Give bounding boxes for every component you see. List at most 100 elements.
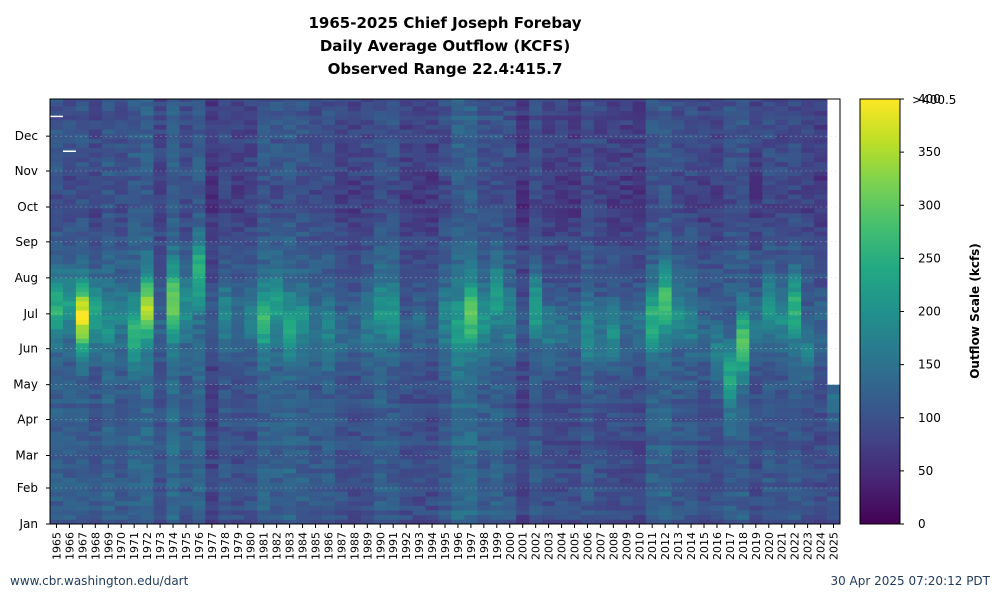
heatmap-cell — [568, 510, 582, 516]
heatmap-cell — [736, 398, 750, 404]
heatmap-cell — [684, 166, 698, 172]
heatmap-cell — [399, 249, 414, 255]
heatmap-cell — [606, 472, 621, 478]
heatmap-cell — [697, 449, 711, 455]
heatmap-cell — [166, 259, 180, 265]
heatmap-cell — [503, 245, 517, 251]
heatmap-cell — [697, 477, 711, 483]
heatmap-cell — [127, 236, 142, 242]
heatmap-cell — [658, 208, 673, 214]
heatmap-cell — [736, 133, 750, 139]
heatmap-cell — [321, 184, 336, 190]
heatmap-cell — [205, 333, 219, 339]
heatmap-cell — [412, 449, 426, 455]
heatmap-cell — [360, 203, 375, 209]
heatmap-cell — [386, 212, 401, 218]
heatmap-cell — [645, 208, 660, 214]
heatmap-cell — [153, 301, 167, 307]
heatmap-cell — [632, 282, 647, 288]
heatmap-cell — [62, 296, 77, 302]
heatmap-cell — [684, 407, 698, 413]
heatmap-cell — [399, 407, 414, 413]
heatmap-cell — [101, 268, 116, 274]
heatmap-cell — [580, 222, 595, 228]
heatmap-cell — [477, 161, 491, 167]
heatmap-cell — [723, 389, 737, 395]
heatmap-cell — [386, 198, 401, 204]
heatmap-cell — [490, 287, 504, 293]
heatmap-cell — [231, 398, 245, 404]
heatmap-cell — [373, 366, 388, 372]
heatmap-cell — [360, 324, 375, 330]
heatmap-cell — [697, 482, 711, 488]
heatmap-cell — [334, 412, 349, 418]
heatmap-cell — [723, 217, 737, 223]
heatmap-cell — [632, 361, 647, 367]
heatmap-cell — [749, 472, 763, 478]
heatmap-cell — [347, 417, 362, 423]
heatmap-cell — [451, 282, 465, 288]
heatmap-cell — [334, 249, 349, 255]
heatmap-cell — [736, 273, 750, 279]
heatmap-cell — [671, 301, 685, 307]
heatmap-cell — [244, 347, 258, 353]
heatmap-cell — [257, 180, 271, 186]
heatmap-cell — [244, 314, 258, 321]
heatmap-cell — [127, 259, 142, 265]
heatmap-cell — [580, 486, 595, 492]
heatmap-cell — [270, 468, 284, 474]
heatmap-cell — [399, 510, 414, 516]
heatmap-cell — [114, 454, 129, 460]
heatmap-cell — [140, 319, 155, 325]
heatmap-cell — [218, 472, 232, 478]
heatmap-cell — [451, 254, 465, 260]
heatmap-cell — [321, 129, 336, 135]
heatmap-cell — [386, 389, 401, 395]
heatmap-cell — [88, 282, 103, 288]
heatmap-cell — [321, 468, 336, 474]
heatmap-cell — [179, 152, 193, 158]
heatmap-cell — [593, 347, 608, 353]
heatmap-cell — [101, 287, 116, 293]
heatmap-cell — [516, 491, 530, 497]
heatmap-cell — [88, 305, 103, 311]
heatmap-cell — [179, 380, 193, 386]
heatmap-cell — [516, 486, 530, 492]
heatmap-cell — [205, 236, 219, 242]
heatmap-cell — [244, 263, 258, 269]
heatmap-cell — [386, 157, 401, 163]
heatmap-cell — [464, 519, 478, 525]
heatmap-cell — [386, 263, 401, 269]
heatmap-cell — [75, 314, 90, 321]
heatmap-cell — [321, 403, 336, 409]
heatmap-cell — [347, 249, 362, 255]
heatmap-cell — [296, 431, 310, 437]
heatmap-cell — [412, 115, 426, 121]
heatmap-cell — [386, 324, 401, 330]
heatmap-cell — [697, 491, 711, 497]
heatmap-cell — [723, 403, 737, 409]
heatmap-cell — [451, 175, 465, 181]
heatmap-cell — [360, 486, 375, 492]
heatmap-cell — [75, 217, 90, 223]
heatmap-cell — [50, 217, 64, 223]
heatmap-cell — [632, 347, 647, 353]
heatmap-cell — [399, 347, 414, 353]
heatmap-cell — [114, 222, 129, 228]
heatmap-cell — [321, 217, 336, 223]
heatmap-cell — [244, 319, 258, 325]
heatmap-cell — [658, 310, 673, 316]
heatmap-cell — [632, 226, 647, 232]
heatmap-cell — [516, 184, 530, 190]
heatmap-cell — [542, 366, 556, 372]
heatmap-cell — [412, 454, 426, 460]
heatmap-cell — [477, 352, 491, 358]
heatmap-cell — [684, 180, 698, 186]
heatmap-cell — [749, 486, 763, 492]
heatmap-cell — [503, 194, 517, 200]
heatmap-cell — [671, 208, 685, 214]
heatmap-cell — [477, 143, 491, 149]
heatmap-cell — [283, 412, 297, 418]
heatmap-cell — [360, 421, 375, 427]
heatmap-cell — [490, 208, 504, 214]
